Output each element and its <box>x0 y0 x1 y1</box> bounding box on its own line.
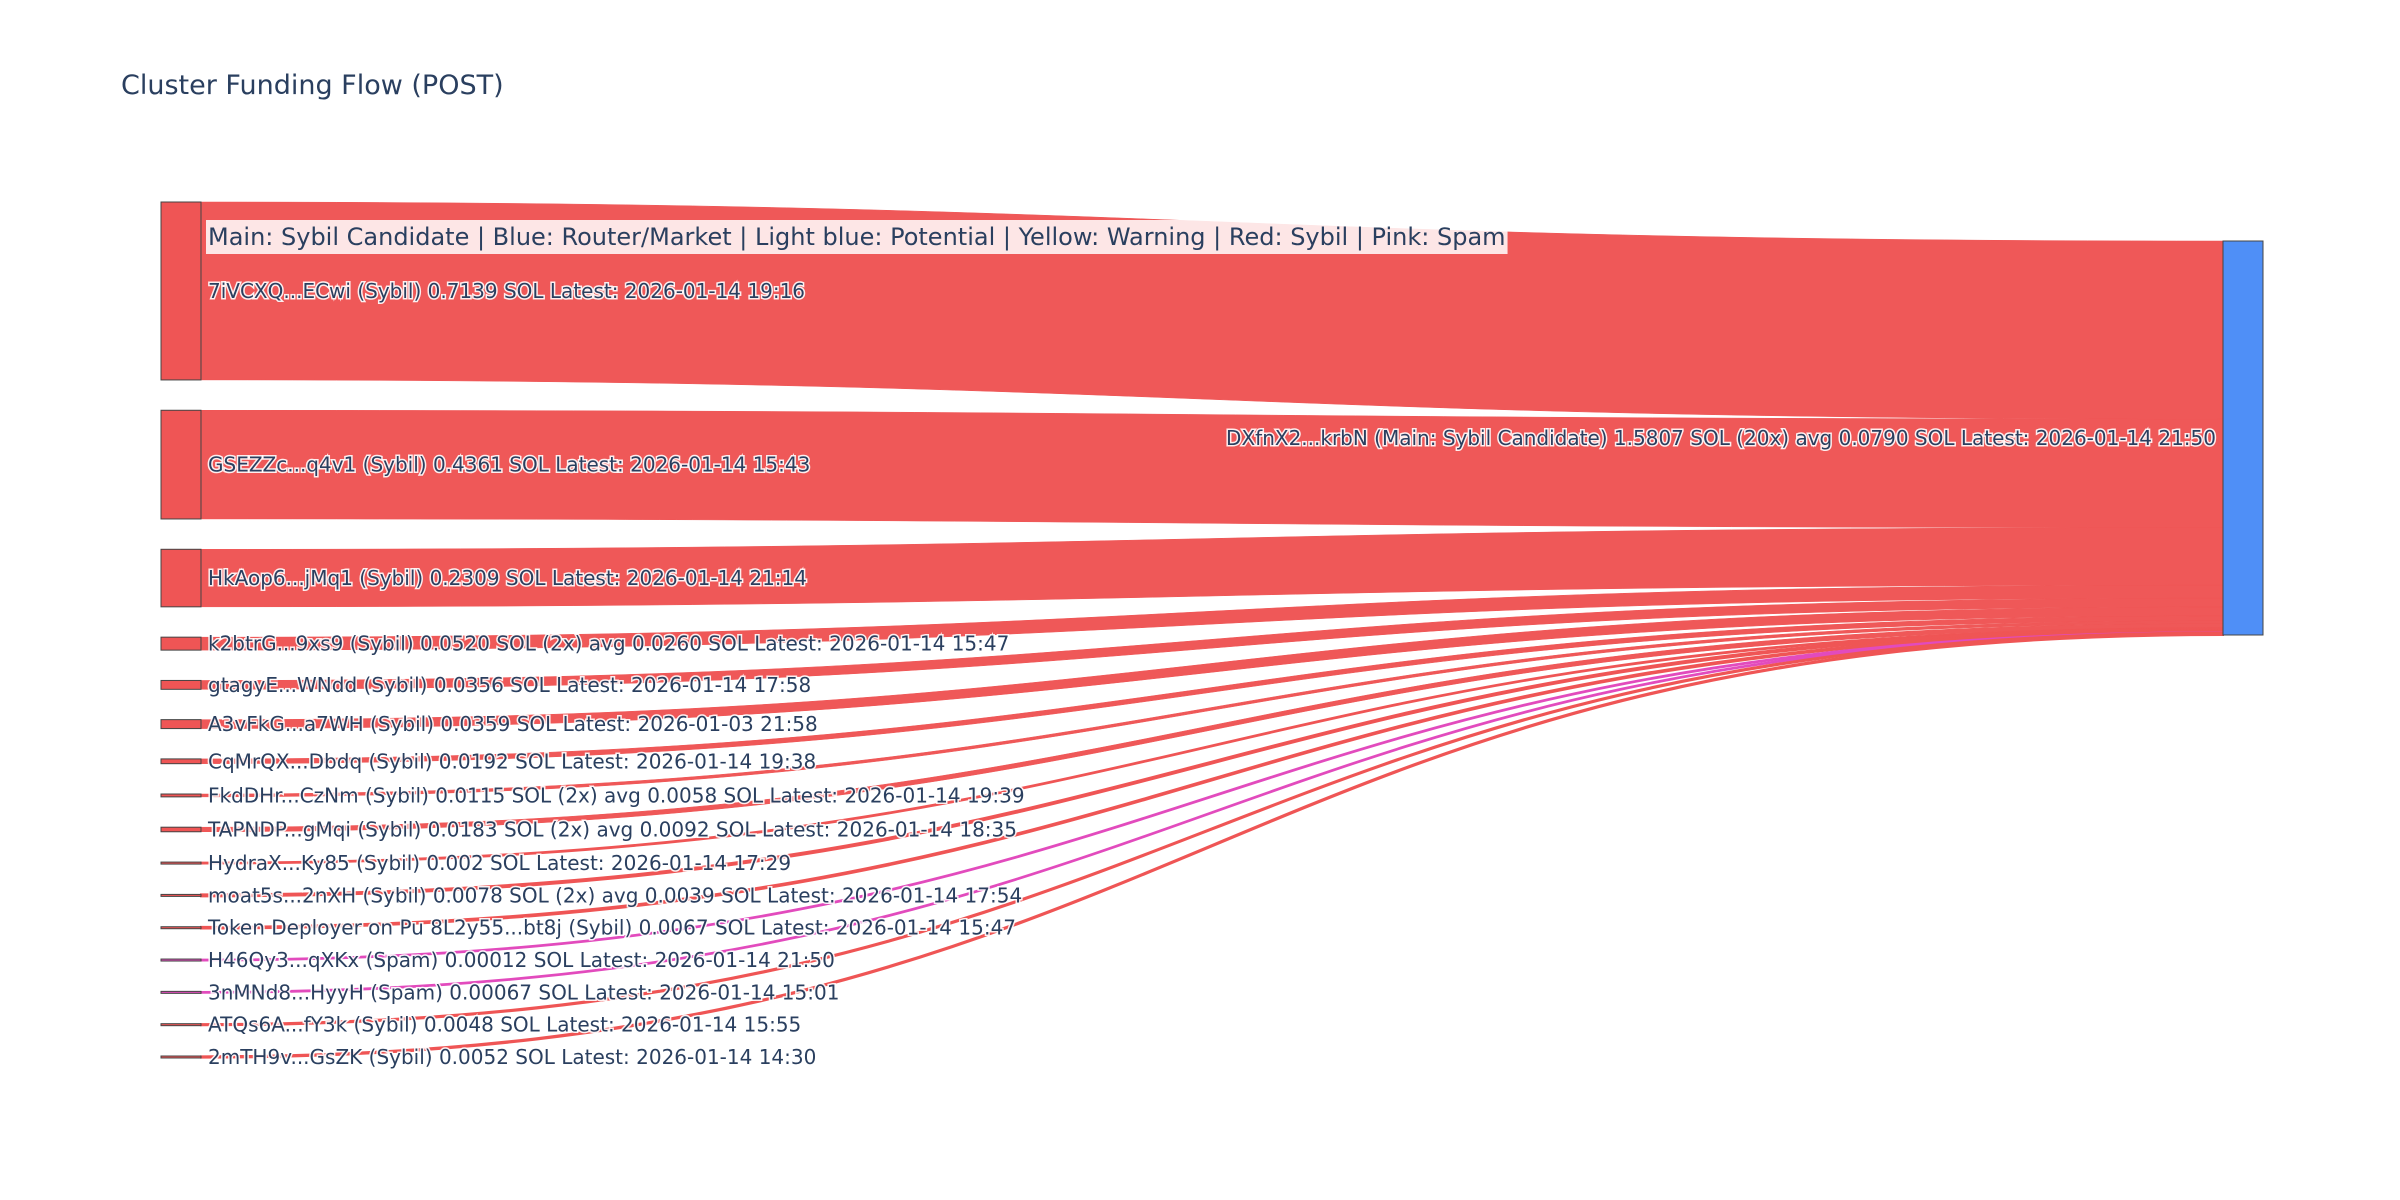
source-label: FkdDHr...CzNm (Sybil) 0.0115 SOL (2x) av… <box>208 783 1025 807</box>
target-node[interactable] <box>2222 240 2264 636</box>
nodes-layer <box>160 201 2264 1059</box>
source-node[interactable] <box>160 793 202 798</box>
source-label: H46Qy3...qXKx (Spam) 0.00012 SOL Latest:… <box>208 948 835 972</box>
source-node[interactable] <box>160 990 202 994</box>
source-node[interactable] <box>160 958 202 962</box>
chart-title: Cluster Funding Flow (POST) <box>121 70 504 101</box>
source-label: HydraX...Ky85 (Sybil) 0.002 SOL Latest: … <box>208 851 791 875</box>
source-label: HkAop6...jMq1 (Sybil) 0.2309 SOL Latest:… <box>208 566 807 590</box>
source-label: k2btrG...9xs9 (Sybil) 0.0520 SOL (2x) av… <box>208 632 1009 656</box>
source-node[interactable] <box>160 679 202 690</box>
source-label: gtagyE...WNdd (Sybil) 0.0356 SOL Latest:… <box>208 673 811 697</box>
source-node[interactable] <box>160 893 202 897</box>
source-label: ATQs6A...fY3k (Sybil) 0.0048 SOL Latest:… <box>208 1013 801 1037</box>
source-node[interactable] <box>160 1023 202 1027</box>
legend-text: Main: Sybil Candidate | Blue: Router/Mar… <box>208 223 1506 251</box>
source-node[interactable] <box>160 826 202 833</box>
source-label: Token Deployer on Pu 8L2y55...bt8j (Sybi… <box>207 916 1016 940</box>
target-label: DXfnX2...krbN (Main: Sybil Candidate) 1.… <box>1226 426 2216 450</box>
labels-layer: 7iVCXQ...ECwi (Sybil) 0.7139 SOL Latest:… <box>206 220 2218 1071</box>
legend-annotation: Main: Sybil Candidate | Blue: Router/Mar… <box>206 220 1508 254</box>
source-node[interactable] <box>160 719 202 730</box>
source-node[interactable] <box>160 861 202 865</box>
source-node[interactable] <box>160 1055 202 1059</box>
legend-background <box>206 220 1508 254</box>
links-layer <box>200 201 2224 1059</box>
source-label: moat5s...2nXH (Sybil) 0.0078 SOL (2x) av… <box>208 883 1022 907</box>
source-label: 3nMNd8...HyyH (Spam) 0.00067 SOL Latest:… <box>208 980 839 1004</box>
source-node[interactable] <box>160 409 202 520</box>
source-label: CqMrQX...Dbdq (Sybil) 0.0192 SOL Latest:… <box>208 749 816 773</box>
source-label: GSEZZc...q4v1 (Sybil) 0.4361 SOL Latest:… <box>208 453 810 477</box>
source-node[interactable] <box>160 926 202 930</box>
source-label: TAPNDP...gMqi (Sybil) 0.0183 SOL (2x) av… <box>207 817 1017 841</box>
source-node[interactable] <box>160 758 202 765</box>
source-label: 2mTH9v...GsZK (Sybil) 0.0052 SOL Latest:… <box>208 1045 816 1069</box>
source-label: 7iVCXQ...ECwi (Sybil) 0.7139 SOL Latest:… <box>208 279 805 303</box>
source-node[interactable] <box>160 201 202 381</box>
source-label: A3vFkG...a7WH (Sybil) 0.0359 SOL Latest:… <box>208 712 818 736</box>
source-node[interactable] <box>160 636 202 651</box>
source-node[interactable] <box>160 548 202 608</box>
